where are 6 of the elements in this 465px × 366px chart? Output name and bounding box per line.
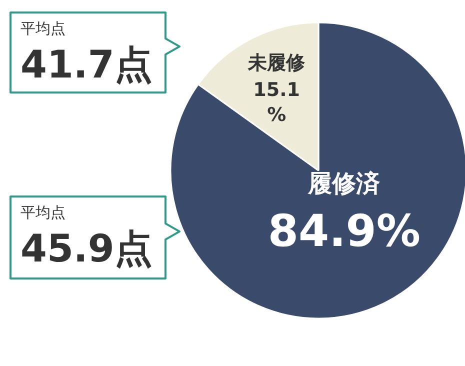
text: 平均点 41.7点 (20, 20, 152, 86)
slice-label: 未履修 (247, 52, 306, 74)
text: 平均点 45.9点 (20, 204, 152, 270)
data-label: 15.1 % (253, 78, 300, 126)
data-label: 84.9% (268, 206, 421, 258)
slice-label: 履修済 (307, 170, 380, 198)
